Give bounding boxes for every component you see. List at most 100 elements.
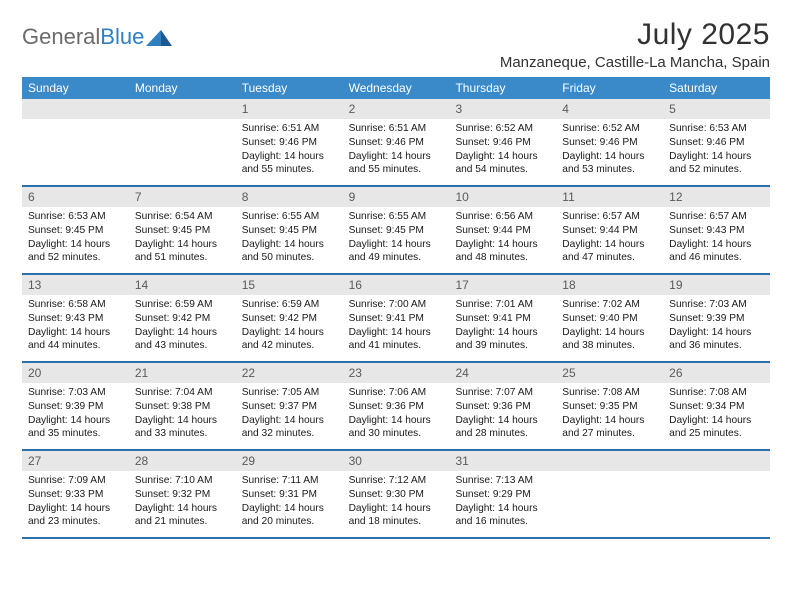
day-number: 7: [129, 187, 236, 207]
day-number: 22: [236, 363, 343, 383]
sunset-line: Sunset: 9:38 PM: [135, 400, 230, 414]
sunset-line: Sunset: 9:43 PM: [28, 312, 123, 326]
day-cell: 10Sunrise: 6:56 AMSunset: 9:44 PMDayligh…: [449, 187, 556, 273]
day-cell: 8Sunrise: 6:55 AMSunset: 9:45 PMDaylight…: [236, 187, 343, 273]
day-cell: 7Sunrise: 6:54 AMSunset: 9:45 PMDaylight…: [129, 187, 236, 273]
day-cell: 14Sunrise: 6:59 AMSunset: 9:42 PMDayligh…: [129, 275, 236, 361]
day-cell: 23Sunrise: 7:06 AMSunset: 9:36 PMDayligh…: [343, 363, 450, 449]
day-body: [663, 471, 770, 531]
day-body: Sunrise: 6:51 AMSunset: 9:46 PMDaylight:…: [343, 119, 450, 183]
sunrise-line: Sunrise: 6:51 AM: [242, 122, 337, 136]
day-number: 30: [343, 451, 450, 471]
sunset-line: Sunset: 9:45 PM: [242, 224, 337, 238]
weekday-label: Tuesday: [236, 77, 343, 99]
sunrise-line: Sunrise: 7:08 AM: [562, 386, 657, 400]
week-row: 1Sunrise: 6:51 AMSunset: 9:46 PMDaylight…: [22, 99, 770, 187]
sunset-line: Sunset: 9:46 PM: [455, 136, 550, 150]
weekday-label: Sunday: [22, 77, 129, 99]
day-cell: 28Sunrise: 7:10 AMSunset: 9:32 PMDayligh…: [129, 451, 236, 537]
daylight-line: Daylight: 14 hours and 23 minutes.: [28, 502, 123, 530]
day-cell: [556, 451, 663, 537]
daylight-line: Daylight: 14 hours and 35 minutes.: [28, 414, 123, 442]
day-body: Sunrise: 6:56 AMSunset: 9:44 PMDaylight:…: [449, 207, 556, 271]
sunset-line: Sunset: 9:44 PM: [562, 224, 657, 238]
day-cell: 25Sunrise: 7:08 AMSunset: 9:35 PMDayligh…: [556, 363, 663, 449]
sunset-line: Sunset: 9:46 PM: [242, 136, 337, 150]
day-number: 25: [556, 363, 663, 383]
daylight-line: Daylight: 14 hours and 50 minutes.: [242, 238, 337, 266]
sunset-line: Sunset: 9:30 PM: [349, 488, 444, 502]
day-number: 17: [449, 275, 556, 295]
sunrise-line: Sunrise: 6:51 AM: [349, 122, 444, 136]
day-cell: 12Sunrise: 6:57 AMSunset: 9:43 PMDayligh…: [663, 187, 770, 273]
weekday-label: Monday: [129, 77, 236, 99]
day-cell: 16Sunrise: 7:00 AMSunset: 9:41 PMDayligh…: [343, 275, 450, 361]
daylight-line: Daylight: 14 hours and 25 minutes.: [669, 414, 764, 442]
daylight-line: Daylight: 14 hours and 46 minutes.: [669, 238, 764, 266]
day-cell: 24Sunrise: 7:07 AMSunset: 9:36 PMDayligh…: [449, 363, 556, 449]
sunrise-line: Sunrise: 6:58 AM: [28, 298, 123, 312]
sunrise-line: Sunrise: 6:55 AM: [242, 210, 337, 224]
sunrise-line: Sunrise: 7:04 AM: [135, 386, 230, 400]
sunset-line: Sunset: 9:43 PM: [669, 224, 764, 238]
title-block: July 2025 Manzaneque, Castille-La Mancha…: [500, 18, 770, 71]
daylight-line: Daylight: 14 hours and 54 minutes.: [455, 150, 550, 178]
sunrise-line: Sunrise: 7:10 AM: [135, 474, 230, 488]
daylight-line: Daylight: 14 hours and 36 minutes.: [669, 326, 764, 354]
logo: GeneralBlue: [22, 18, 172, 50]
day-cell: 2Sunrise: 6:51 AMSunset: 9:46 PMDaylight…: [343, 99, 450, 185]
day-body: Sunrise: 6:55 AMSunset: 9:45 PMDaylight:…: [343, 207, 450, 271]
day-cell: 5Sunrise: 6:53 AMSunset: 9:46 PMDaylight…: [663, 99, 770, 185]
weekday-label: Saturday: [663, 77, 770, 99]
day-number: 23: [343, 363, 450, 383]
sunset-line: Sunset: 9:46 PM: [669, 136, 764, 150]
weekday-header-row: SundayMondayTuesdayWednesdayThursdayFrid…: [22, 77, 770, 99]
day-number: 11: [556, 187, 663, 207]
day-body: Sunrise: 7:05 AMSunset: 9:37 PMDaylight:…: [236, 383, 343, 447]
day-cell: 22Sunrise: 7:05 AMSunset: 9:37 PMDayligh…: [236, 363, 343, 449]
sunset-line: Sunset: 9:31 PM: [242, 488, 337, 502]
day-number: 20: [22, 363, 129, 383]
sunrise-line: Sunrise: 7:13 AM: [455, 474, 550, 488]
sunset-line: Sunset: 9:41 PM: [455, 312, 550, 326]
day-body: Sunrise: 6:57 AMSunset: 9:44 PMDaylight:…: [556, 207, 663, 271]
week-row: 27Sunrise: 7:09 AMSunset: 9:33 PMDayligh…: [22, 451, 770, 539]
daylight-line: Daylight: 14 hours and 41 minutes.: [349, 326, 444, 354]
day-number: 18: [556, 275, 663, 295]
day-number: 2: [343, 99, 450, 119]
sunset-line: Sunset: 9:37 PM: [242, 400, 337, 414]
day-number: 1: [236, 99, 343, 119]
day-number: 4: [556, 99, 663, 119]
sunrise-line: Sunrise: 6:52 AM: [455, 122, 550, 136]
logo-triangle-icon: [146, 28, 172, 46]
month-title: July 2025: [500, 18, 770, 52]
day-number: 12: [663, 187, 770, 207]
sunrise-line: Sunrise: 6:57 AM: [562, 210, 657, 224]
day-body: Sunrise: 7:10 AMSunset: 9:32 PMDaylight:…: [129, 471, 236, 535]
daylight-line: Daylight: 14 hours and 49 minutes.: [349, 238, 444, 266]
sunset-line: Sunset: 9:39 PM: [669, 312, 764, 326]
sunrise-line: Sunrise: 6:53 AM: [28, 210, 123, 224]
daylight-line: Daylight: 14 hours and 55 minutes.: [349, 150, 444, 178]
day-cell: 30Sunrise: 7:12 AMSunset: 9:30 PMDayligh…: [343, 451, 450, 537]
day-number: 29: [236, 451, 343, 471]
sunrise-line: Sunrise: 7:08 AM: [669, 386, 764, 400]
day-body: Sunrise: 7:06 AMSunset: 9:36 PMDaylight:…: [343, 383, 450, 447]
day-body: Sunrise: 6:59 AMSunset: 9:42 PMDaylight:…: [236, 295, 343, 359]
day-cell: 15Sunrise: 6:59 AMSunset: 9:42 PMDayligh…: [236, 275, 343, 361]
logo-text-gray: General: [22, 24, 100, 49]
day-cell: 1Sunrise: 6:51 AMSunset: 9:46 PMDaylight…: [236, 99, 343, 185]
day-number: 31: [449, 451, 556, 471]
day-body: Sunrise: 6:53 AMSunset: 9:45 PMDaylight:…: [22, 207, 129, 271]
day-number: 6: [22, 187, 129, 207]
sunset-line: Sunset: 9:42 PM: [242, 312, 337, 326]
sunset-line: Sunset: 9:36 PM: [455, 400, 550, 414]
sunrise-line: Sunrise: 7:11 AM: [242, 474, 337, 488]
sunrise-line: Sunrise: 7:03 AM: [28, 386, 123, 400]
daylight-line: Daylight: 14 hours and 48 minutes.: [455, 238, 550, 266]
day-body: Sunrise: 6:57 AMSunset: 9:43 PMDaylight:…: [663, 207, 770, 271]
day-body: Sunrise: 6:55 AMSunset: 9:45 PMDaylight:…: [236, 207, 343, 271]
sunset-line: Sunset: 9:29 PM: [455, 488, 550, 502]
day-number: 13: [22, 275, 129, 295]
daylight-line: Daylight: 14 hours and 27 minutes.: [562, 414, 657, 442]
